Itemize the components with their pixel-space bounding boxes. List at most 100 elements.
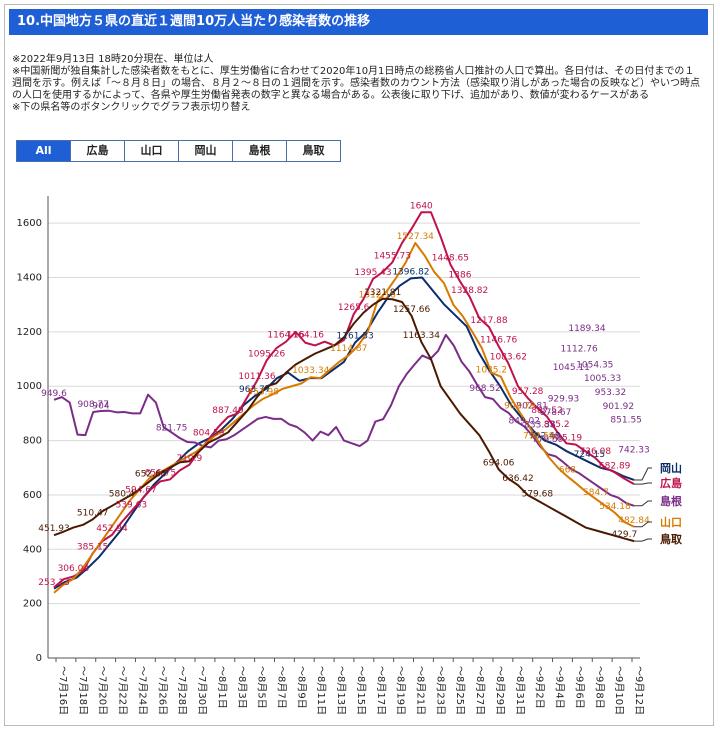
series-line-鳥取	[53, 297, 635, 543]
y-tick-label: 800	[23, 436, 42, 447]
data-label: 901.92	[603, 402, 635, 412]
data-label: 539.63	[116, 500, 148, 510]
data-label: 1112.76	[561, 345, 598, 355]
data-label: 1312.16	[359, 290, 396, 300]
data-label: 887.49	[212, 406, 244, 416]
data-label: 849.02	[509, 416, 541, 426]
legend-leader	[634, 538, 652, 542]
x-tick-label: ～8月29日	[494, 666, 506, 715]
data-label: 1640	[410, 201, 433, 211]
data-label: 742.33	[618, 445, 650, 455]
data-label: 1265.6	[338, 303, 370, 313]
x-tick-label: ～7月24日	[136, 666, 148, 715]
data-label: 306.04	[58, 564, 90, 574]
data-label: 1005.33	[584, 374, 621, 384]
data-label: 1386	[449, 270, 472, 280]
data-label: 452.94	[96, 524, 128, 534]
data-label: 656.75	[145, 469, 177, 479]
tab-tottori[interactable]: 鳥取	[287, 140, 341, 162]
x-tick-label: ～8月27日	[474, 666, 486, 715]
data-label: 668	[559, 465, 576, 475]
data-label: 1163.34	[403, 331, 440, 341]
data-label: 1455.73	[374, 251, 411, 261]
x-tick-label: ～8月25日	[454, 666, 466, 715]
series-line-島根	[53, 333, 635, 507]
data-label: 1083.62	[490, 353, 527, 363]
y-tick-label: 1400	[17, 273, 42, 284]
x-tick-label: ～7月20日	[97, 666, 109, 715]
data-label: 710.9	[176, 454, 202, 464]
tab-yamaguchi[interactable]: 山口	[125, 140, 179, 162]
data-label: 904	[92, 401, 109, 411]
data-label: 1114.87	[330, 344, 367, 354]
data-label: 1217.88	[470, 316, 507, 326]
data-label: 253.13	[38, 578, 70, 588]
legend-label-島根: 島根	[660, 494, 683, 508]
tab-okayama[interactable]: 岡山	[179, 140, 233, 162]
data-label: 1035.2	[476, 366, 508, 376]
legend-label-鳥取: 鳥取	[660, 532, 682, 546]
data-label: 451.93	[38, 524, 70, 534]
y-tick-label: 1000	[17, 381, 42, 392]
data-label: 953.98	[247, 388, 279, 398]
x-tick-label: ～9月10日	[613, 666, 625, 715]
data-label: 510.47	[77, 508, 109, 518]
data-label: 1033.34	[292, 366, 329, 376]
legend-label-広島: 広島	[660, 476, 682, 490]
y-tick-label: 400	[23, 544, 42, 555]
x-tick-label: ～9月2日	[534, 666, 546, 709]
tab-all[interactable]: All	[16, 140, 71, 162]
data-label: 724.15	[574, 450, 606, 460]
x-tick-label: ～9月12日	[633, 666, 645, 715]
data-label: 1527.34	[397, 232, 434, 242]
data-label: 1095.26	[248, 349, 285, 359]
x-tick-label: ～7月28日	[176, 666, 188, 715]
data-label: 1146.76	[480, 335, 517, 345]
data-label: 963.77	[239, 385, 271, 395]
y-tick-label: 600	[23, 490, 42, 501]
y-tick-label: 1600	[17, 218, 42, 229]
x-tick-label: ～7月16日	[57, 666, 69, 715]
data-label: 1448.65	[432, 253, 469, 263]
data-label: 835.2	[544, 420, 570, 430]
data-label: 851.55	[610, 416, 642, 426]
data-label: 953.32	[595, 388, 627, 398]
tab-hiroshima[interactable]: 広島	[71, 140, 125, 162]
x-tick-label: ～8月13日	[335, 666, 347, 715]
data-label: 1328.82	[451, 286, 488, 296]
data-label: 949.6	[41, 389, 67, 399]
x-tick-label: ～7月30日	[196, 666, 208, 715]
x-tick-label: ～8月5日	[256, 666, 268, 709]
data-label: 736.08	[580, 447, 612, 457]
y-tick-label: 1200	[17, 327, 42, 338]
x-tick-label: ～8月19日	[395, 666, 407, 715]
data-label: 792.48	[529, 432, 561, 442]
data-label: 887.52	[531, 406, 563, 416]
y-tick-label: 200	[23, 599, 42, 610]
prefecture-tabs: All 広島 山口 岡山 島根 鳥取	[16, 140, 341, 162]
data-label: 682.89	[599, 461, 631, 471]
data-label: 1395.43	[354, 268, 391, 278]
x-tick-label: ～9月6日	[573, 666, 585, 709]
x-tick-label: ～8月7日	[275, 666, 287, 709]
data-label: 1011.36	[238, 372, 275, 382]
data-label: 902.79	[504, 402, 536, 412]
x-tick-label: ～8月15日	[355, 666, 367, 715]
data-label: 579.68	[522, 489, 554, 499]
x-tick-label: ～9月8日	[593, 666, 605, 709]
legend-leader	[634, 482, 652, 485]
legend-label-岡山: 岡山	[660, 461, 682, 475]
tab-shimane[interactable]: 島根	[233, 140, 287, 162]
x-tick-label: ～9月4日	[554, 666, 566, 709]
x-tick-label: ～8月21日	[415, 666, 427, 715]
x-tick-label: ～7月26日	[156, 666, 168, 715]
data-label: 580.4	[109, 489, 135, 499]
data-label: 1164.16	[267, 331, 304, 341]
data-label: 652.68	[135, 470, 167, 480]
panel-frame	[4, 4, 714, 726]
legend-leader	[634, 521, 652, 528]
data-label: 908.77	[77, 400, 109, 410]
page-title: 10.中国地方５県の直近１週間10万人当たり感染者数の推移	[9, 9, 708, 35]
data-label: 429.7	[611, 530, 637, 540]
